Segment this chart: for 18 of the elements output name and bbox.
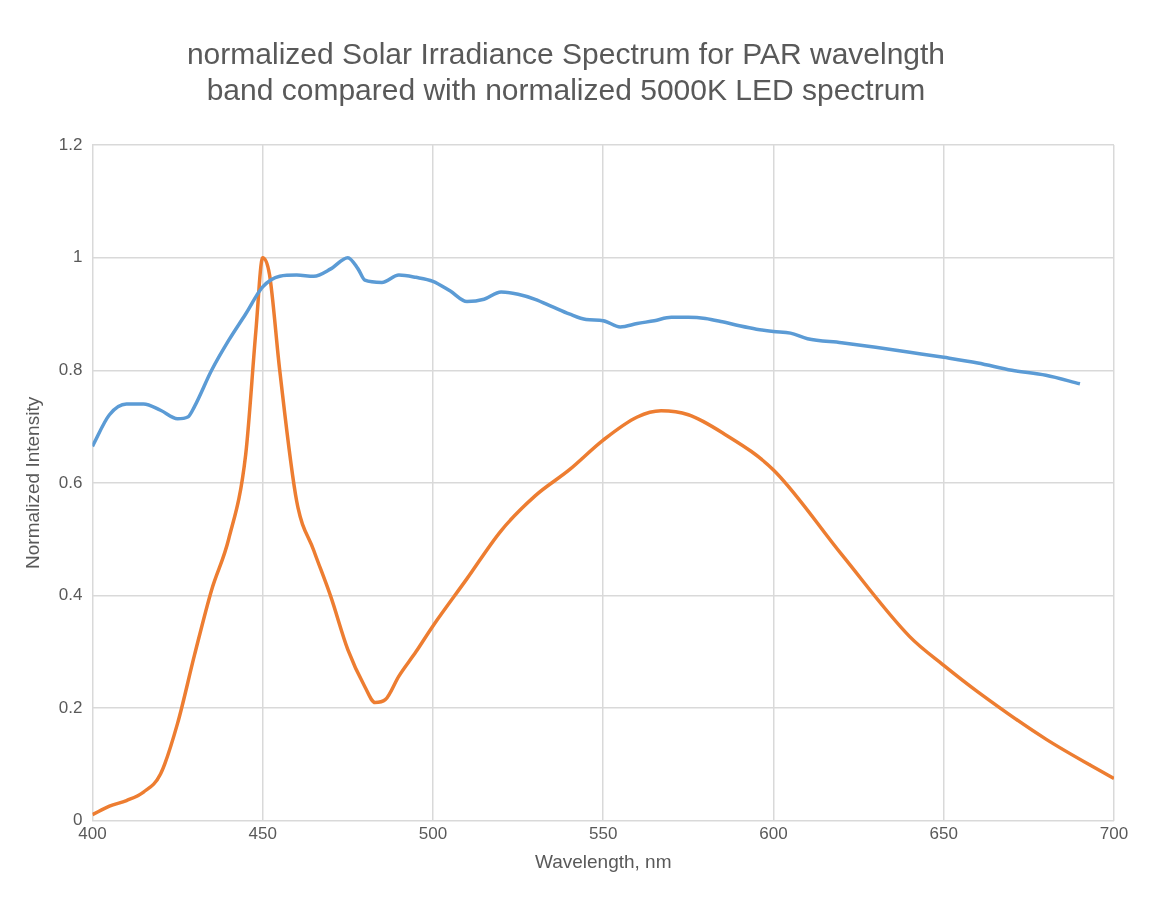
y-tick-label: 0.8 <box>58 359 83 379</box>
x-axis-title: Wavelength, nm <box>534 850 672 872</box>
y-tick-label: 0.2 <box>58 697 83 717</box>
y-tick-label: 0.6 <box>58 472 83 492</box>
y-tick-label: 1 <box>72 247 83 267</box>
x-tick-label: 550 <box>589 823 618 843</box>
y-axis-title: Normalized Intensity <box>21 396 43 569</box>
y-tick-label: 0 <box>72 810 83 830</box>
x-tick-label: 600 <box>759 823 788 843</box>
y-tick-label: 0.4 <box>58 585 83 605</box>
x-tick-label: 500 <box>418 823 448 843</box>
x-tick-label: 700 <box>1099 823 1129 843</box>
x-tick-label: 650 <box>929 823 958 843</box>
chart-title: normalized Solar Irradiance Spectrum for PAR wavelngth band compared with normalized 5000K LED spectrum <box>186 37 946 107</box>
x-tick-label: 450 <box>248 823 277 843</box>
line-series <box>92 255 1114 817</box>
line-series <box>92 255 1082 449</box>
y-tick-label: 1.2 <box>58 134 83 154</box>
